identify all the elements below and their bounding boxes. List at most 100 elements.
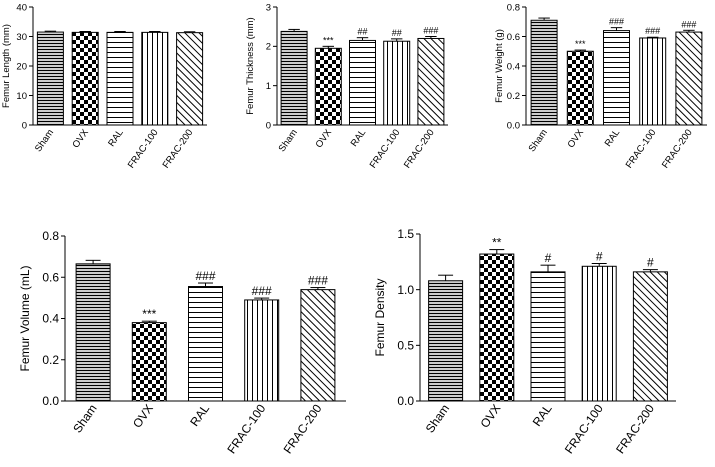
x-tick-label: OVX [314,127,335,150]
x-tick-label: OVX [477,402,503,431]
x-tick-label: Sham [277,127,300,154]
x-tick-label: RAL [187,401,212,428]
x-tick-label: RAL [106,127,126,148]
y-tick-label: 0.8 [507,2,520,13]
x-tick-label: FRAC-200 [613,401,657,456]
significance-label: # [647,256,654,270]
y-axis-title: Femur Weight (g) [494,29,505,103]
bar-ral [603,30,630,126]
y-tick-label: 30 [16,32,27,43]
y-tick-label: 0.6 [507,32,520,43]
y-tick-label: 0.4 [42,312,59,326]
significance-label: ### [681,19,696,29]
y-axis-title: Femur Volume (mL) [18,265,32,371]
significance-label: ## [357,27,367,37]
x-tick-label: OVX [566,127,587,150]
significance-label: ### [423,26,438,36]
y-tick-label: 3 [266,2,271,13]
bar-ovx [314,47,342,126]
significance-label: *** [323,35,334,45]
x-tick-label: OVX [130,402,156,431]
y-tick-label: 0.4 [507,61,520,72]
x-tick-label: FRAC-200 [402,127,437,170]
y-tick-label: 0.0 [507,120,520,131]
bar-ovx [131,322,167,402]
significance-label: # [596,250,603,264]
bar-frac-200 [176,32,204,126]
y-tick-label: 1.5 [397,227,414,241]
significance-label: *** [575,39,586,49]
x-tick-label: Sham [423,402,452,436]
x-tick-label: FRAC-200 [281,401,325,456]
bar-frac-200 [417,37,445,126]
y-tick-label: 2 [266,42,271,53]
y-tick-label: 0.0 [397,394,414,408]
bar-frac-100 [383,40,411,126]
y-tick-label: 0 [22,120,27,131]
x-tick-label: FRAC-100 [368,127,403,170]
y-tick-label: 0.0 [42,394,59,408]
x-tick-label: RAL [603,127,623,148]
significance-label: ## [392,28,402,38]
significance-label: ** [492,236,502,250]
x-tick-label: FRAC-100 [126,127,161,170]
y-axis-title: Femur Thickness (mm) [245,17,256,114]
chart-femur-density: 0.0 0.5 1.0 1.5 Femur Density Sham ** OVX # RAL # F… [373,227,676,456]
bar-ral [106,31,134,126]
bar-frac-100 [141,31,169,126]
significance-label: ### [609,17,624,27]
y-tick-label: 1.0 [397,283,414,297]
y-tick-label: 1 [266,81,271,92]
bar-ral [349,39,376,126]
bar-sham [280,30,308,126]
significance-label: ### [308,274,328,288]
x-tick-label: FRAC-200 [660,127,695,170]
significance-label: *** [142,307,156,321]
bar-frac-100 [581,265,617,402]
y-tick-label: 0.2 [507,91,520,102]
x-tick-label: Sham [527,127,550,154]
bar-ovx [71,31,99,126]
bar-ral [530,271,566,402]
y-axis-title: Femur Density [373,278,387,356]
x-tick-label: FRAC-100 [624,127,659,170]
x-tick-label: RAL [349,127,369,148]
bar-frac-200 [675,31,703,126]
chart-femur-weight: 0.0 0.2 0.4 0.6 0.8 Femur Weight (g) Sham *** OV… [494,2,707,170]
x-tick-label: OVX [70,127,91,150]
x-tick-label: Sham [33,127,56,154]
y-tick-label: 0.2 [42,353,59,367]
chart-femur-thickness: 0 1 2 3 Femur Thickness (mm) Sham *** OVX ## RAL #… [245,2,448,170]
chart-femur-volume: 0.0 0.2 0.4 0.6 0.8 Femur Volume (mL) Sham *** O… [18,229,346,456]
bar-sham [36,31,64,126]
y-tick-label: 0.5 [397,339,414,353]
x-tick-label: FRAC-100 [224,401,268,456]
y-tick-label: 0.8 [42,229,59,243]
y-tick-label: 20 [16,61,27,72]
bar-ovx [479,253,515,402]
bar-sham [75,263,111,402]
x-tick-label: RAL [530,401,555,428]
bar-ovx [566,50,594,126]
bar-sham [428,280,464,402]
bar-sham [530,19,558,126]
bar-frac-100 [244,299,280,402]
y-tick-label: 10 [16,91,27,102]
significance-label: ### [252,284,272,298]
significance-label: ### [645,26,660,36]
significance-label: ### [195,269,215,283]
y-axis-title: Femur Length (mm) [1,24,12,108]
x-tick-label: FRAC-100 [562,401,606,456]
bar-frac-200 [632,271,668,402]
x-tick-label: Sham [70,402,99,436]
bar-ral [188,286,223,402]
bar-frac-200 [300,289,336,402]
x-tick-label: FRAC-200 [161,127,196,170]
significance-label: # [545,251,552,265]
y-tick-label: 0.6 [42,270,59,284]
bar-frac-100 [639,37,667,126]
y-tick-label: 40 [16,2,27,13]
y-tick-label: 0 [266,120,271,131]
